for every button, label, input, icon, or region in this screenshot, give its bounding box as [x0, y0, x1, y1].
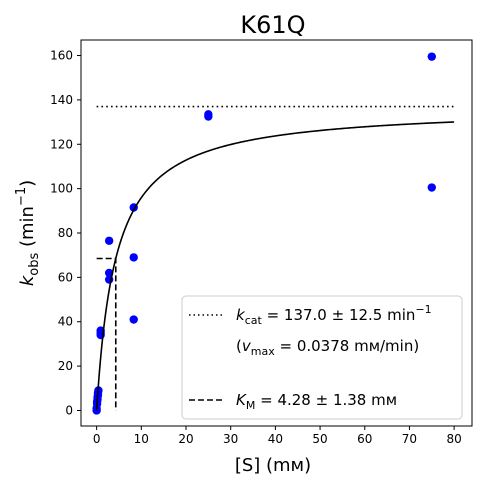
- y-tick-label: 80: [58, 226, 73, 240]
- x-axis-label: [S] (mм): [235, 455, 311, 476]
- data-point: [427, 183, 436, 192]
- x-tick-label: 80: [446, 432, 461, 446]
- fit-curve: [95, 121, 455, 411]
- legend: kcat = 137.0 ± 12.5 min−1 (vmax = 0.0378…: [181, 295, 463, 420]
- x-tick-label: 50: [312, 432, 327, 446]
- y-tick-label: 0: [65, 403, 73, 417]
- data-point: [104, 236, 114, 245]
- x-tick-label: 10: [134, 432, 149, 446]
- x-tick-label: 40: [268, 432, 283, 446]
- x-tick-label: 70: [402, 432, 417, 446]
- y-tick-label: 60: [58, 270, 73, 284]
- x-tick-label: 30: [223, 432, 238, 446]
- data-point: [129, 253, 138, 262]
- y-axis-label: kobs (min−1): [14, 180, 42, 286]
- y-axis-ticks: 0 20 40 60 80 100 120 140 160: [50, 49, 81, 417]
- legend-km-label: KM = 4.28 ± 1.38 mм: [236, 391, 397, 412]
- chart-title: K61Q: [240, 11, 305, 39]
- data-point: [204, 110, 213, 119]
- km-line: [96, 257, 117, 411]
- data-point: [427, 52, 436, 61]
- y-tick-label: 20: [58, 359, 73, 373]
- legend-box: [181, 295, 463, 420]
- y-tick-label: 40: [58, 315, 73, 329]
- data-layer: [92, 52, 455, 415]
- data-point: [129, 315, 138, 324]
- y-tick-label: 140: [50, 93, 73, 107]
- x-tick-label: 60: [357, 432, 372, 446]
- legend-vmax-label: (vmax = 0.0378 mм/min): [236, 337, 419, 358]
- legend-kcat-label: kcat = 137.0 ± 12.5 min−1: [236, 303, 432, 327]
- x-tick-label: 0: [93, 432, 101, 446]
- y-tick-label: 120: [50, 137, 73, 151]
- y-tick-label: 160: [50, 49, 73, 63]
- y-tick-label: 100: [50, 182, 73, 196]
- x-tick-label: 20: [178, 432, 193, 446]
- x-axis-ticks: 0 10 20 30 40 50 60 70 80: [93, 426, 462, 446]
